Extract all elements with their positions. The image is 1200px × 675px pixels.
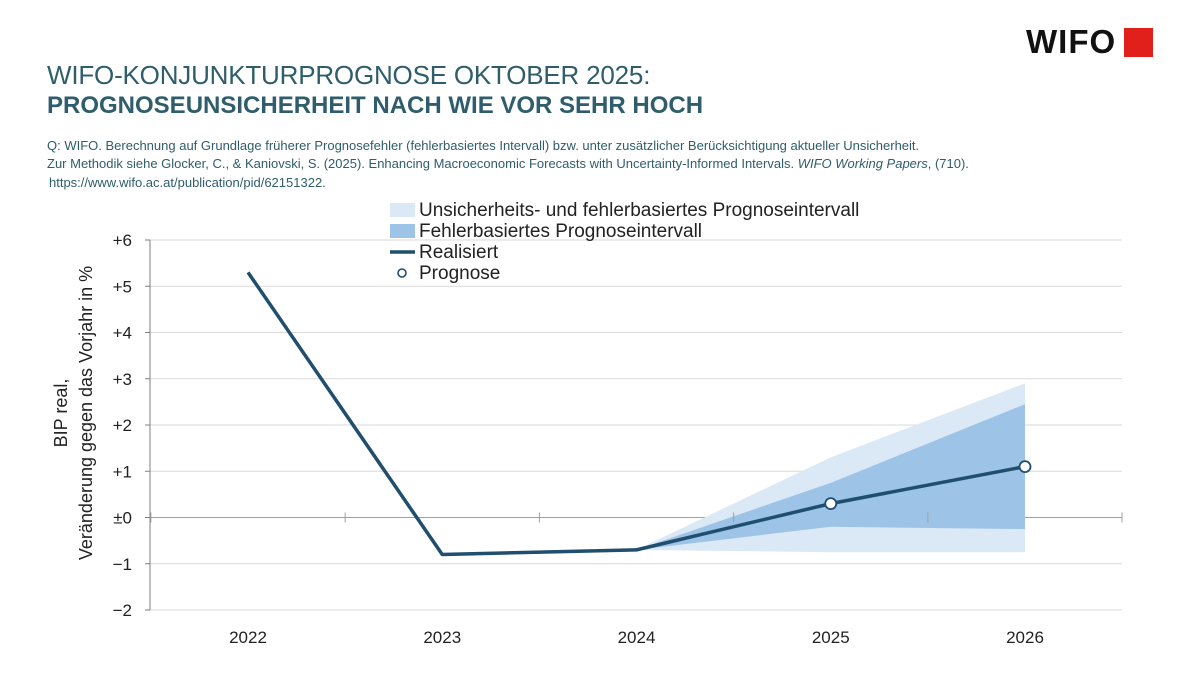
forecast-point-2025 xyxy=(824,497,838,511)
band-layer xyxy=(636,383,1025,553)
xtick-label-2023: 2023 xyxy=(423,628,461,647)
page-title: WIFO-KONJUNKTURPROGNOSE OKTOBER 2025: xyxy=(47,60,651,90)
legend-label-realised: Realisiert xyxy=(419,242,499,263)
y-axis-title-line2: Veränderung gegen das Vorjahr in % xyxy=(76,266,96,560)
xtick-label-2024: 2024 xyxy=(618,628,656,647)
ytick-label-6: ±0 xyxy=(113,509,132,528)
xtick-label-2022: 2022 xyxy=(229,628,267,647)
source-line-2-suffix: , (710). xyxy=(927,156,969,171)
legend-swatch-error xyxy=(390,224,415,238)
legend-label-forecast: Prognose xyxy=(419,263,500,284)
source-line-1: Q: WIFO. Berechnung auf Grundlage früher… xyxy=(47,138,920,153)
legend-swatch-forecast xyxy=(397,268,407,278)
legend-label-uncertainty: Unsicherheits- und fehlerbasiertes Progn… xyxy=(419,200,859,221)
source-line-2: Zur Methodik siehe Glocker, C., & Kaniov… xyxy=(47,156,969,171)
ytick-label-1: +5 xyxy=(113,277,132,296)
logo-text: WIFO xyxy=(1026,23,1117,60)
ytick-label-3: +3 xyxy=(113,370,132,389)
legend-label-error: Fehlerbasiertes Prognoseintervall xyxy=(419,221,702,242)
axis-layer xyxy=(145,239,1123,611)
xtick-label-2026: 2026 xyxy=(1006,628,1044,647)
ytick-label-7: −1 xyxy=(113,555,132,574)
realised-line xyxy=(246,271,1026,557)
source-line-2-prefix: Zur Methodik siehe Glocker, C., & Kaniov… xyxy=(47,156,798,171)
ytick-label-8: −2 xyxy=(113,601,132,620)
ytick-label-5: +1 xyxy=(113,462,132,481)
forecast-point-2026 xyxy=(1018,460,1032,474)
ytick-label-2: +4 xyxy=(113,324,132,343)
page-subtitle: PROGNOSEUNSICHERHEIT NACH WIE VOR SEHR H… xyxy=(47,92,704,119)
line-layer xyxy=(246,271,1026,557)
xtick-label-2025: 2025 xyxy=(812,628,850,647)
point-layer xyxy=(824,460,1032,511)
legend-layer: Unsicherheits- und fehlerbasiertes Progn… xyxy=(390,200,859,284)
wifo-logo: WIFO xyxy=(1026,23,1154,60)
label-layer: +6 +5 +4 +3 +2 +1 ±0 −1 −2 2022 2023 2024 2025 2026 BI… xyxy=(51,231,1044,647)
legend-swatch-uncertainty xyxy=(390,203,415,217)
source-line-2-italic: WIFO Working Papers xyxy=(797,156,928,171)
ytick-label-0: +6 xyxy=(113,231,132,250)
logo-square-icon xyxy=(1124,27,1154,57)
source-link[interactable]: https://www.wifo.ac.at/publication/pid/6… xyxy=(49,175,326,190)
y-axis-title-line1: BIP real, xyxy=(51,379,71,448)
ytick-label-4: +2 xyxy=(113,416,132,435)
